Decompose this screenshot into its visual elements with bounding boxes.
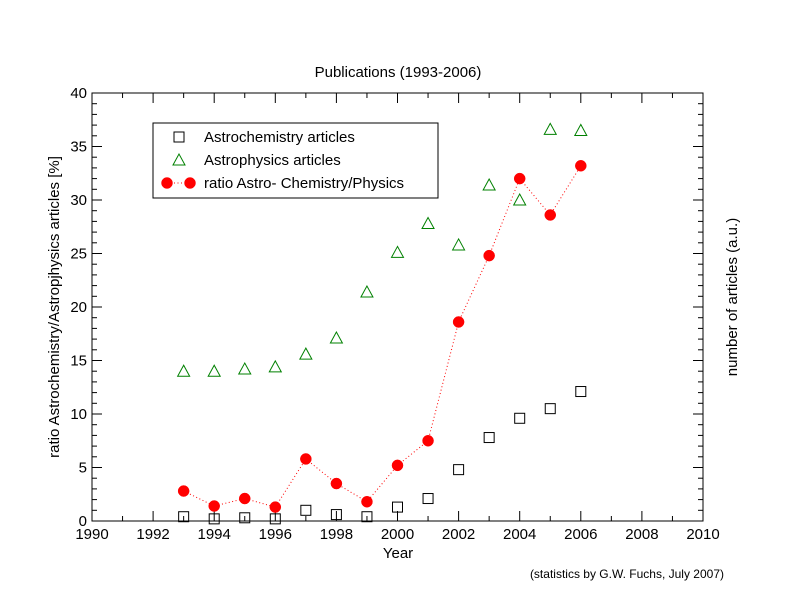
triangle-data-point bbox=[543, 122, 558, 135]
x-axis-ticks: 1990 1992 1994 1996 1998 2000 2002 2004 2006 2008… bbox=[75, 93, 720, 543]
x-axis-label: Year bbox=[383, 545, 413, 562]
square-data-point bbox=[514, 412, 526, 424]
square-data-point bbox=[483, 432, 495, 444]
circle-data-point bbox=[422, 435, 434, 447]
y-axis-label: ratio Astrochemistry/Astropjhysics artic… bbox=[46, 156, 63, 458]
series-circle bbox=[177, 160, 587, 513]
circle-data-point bbox=[483, 249, 495, 262]
y-tick-label: 5 bbox=[79, 460, 87, 477]
x-tick-label: 1996 bbox=[259, 526, 292, 543]
x-tick-label: 2008 bbox=[625, 526, 658, 543]
triangle-data-point bbox=[268, 359, 283, 373]
square-data-point bbox=[239, 512, 251, 524]
credit-annotation: (statistics by G.W. Fuchs, July 2007) bbox=[530, 567, 724, 581]
x-tick-label: 2004 bbox=[503, 526, 536, 543]
x-tick-label: 1994 bbox=[198, 526, 231, 543]
triangle-data-point bbox=[299, 347, 313, 360]
series-square bbox=[178, 386, 587, 525]
legend-label: Astrophysics articles bbox=[204, 152, 341, 169]
legend-items: Astrochemistry articles Astrophysics arti… bbox=[161, 129, 404, 192]
legend-marker bbox=[173, 131, 185, 143]
square-data-point bbox=[361, 511, 373, 523]
square-data-point bbox=[269, 513, 281, 525]
x-tick-label: 1990 bbox=[75, 526, 108, 543]
circle-data-point bbox=[330, 477, 343, 490]
triangle-data-point bbox=[421, 216, 435, 230]
y-tick-label: 40 bbox=[70, 85, 87, 102]
square-data-point bbox=[330, 509, 342, 521]
triangle-data-point bbox=[329, 330, 344, 344]
circle-data-point bbox=[208, 500, 220, 512]
x-tick-label: 2006 bbox=[564, 526, 597, 543]
circle-data-point bbox=[177, 485, 190, 497]
circle-data-point bbox=[391, 459, 404, 472]
x-tick-label: 2010 bbox=[686, 526, 719, 543]
triangle-data-point bbox=[360, 284, 374, 298]
square-data-point bbox=[544, 403, 556, 415]
triangle-data-point bbox=[573, 123, 588, 136]
triangle-data-point bbox=[390, 245, 405, 258]
y-tick-label: 10 bbox=[70, 406, 87, 423]
x-tick-label: 1998 bbox=[320, 526, 353, 543]
circle-data-point bbox=[544, 209, 556, 221]
series-layer bbox=[176, 122, 588, 525]
y-tick-label: 35 bbox=[70, 139, 87, 156]
ratio-series-line bbox=[183, 165, 582, 508]
triangle-data-point bbox=[451, 237, 466, 251]
legend: Astrochemistry articles Astrophysics arti… bbox=[152, 122, 439, 199]
y-axis-ticks: 0 5 10 15 20 25 30 35 40 bbox=[70, 85, 703, 530]
y-tick-label: 20 bbox=[70, 299, 87, 316]
legend-label: Astrochemistry articles bbox=[204, 129, 355, 146]
triangle-data-point bbox=[176, 364, 191, 377]
legend-box bbox=[152, 122, 439, 199]
circle-data-point bbox=[300, 453, 312, 465]
square-data-point bbox=[575, 386, 587, 398]
square-data-point bbox=[178, 511, 190, 523]
y-tick-label: 25 bbox=[70, 246, 87, 263]
triangle-data-point bbox=[237, 362, 252, 375]
square-data-point bbox=[392, 501, 403, 513]
y-tick-label: 30 bbox=[70, 192, 87, 209]
circle-data-point bbox=[361, 495, 373, 508]
x-tick-label: 2002 bbox=[442, 526, 475, 543]
circle-data-point bbox=[269, 501, 282, 513]
triangle-data-point bbox=[207, 364, 222, 377]
triangle-data-point bbox=[482, 177, 496, 191]
y-tick-label: 0 bbox=[79, 513, 87, 530]
y-tick-label: 15 bbox=[70, 353, 87, 370]
circle-data-point bbox=[575, 160, 587, 172]
series-triangle bbox=[176, 122, 588, 377]
square-data-point bbox=[453, 464, 465, 476]
legend-label: ratio Astro- Chemistry/Physics bbox=[204, 175, 404, 192]
x-tick-label: 1992 bbox=[136, 526, 169, 543]
legend-marker bbox=[172, 152, 186, 166]
y2-axis-label: number of articles (a.u.) bbox=[724, 218, 741, 376]
legend-marker bbox=[161, 177, 173, 189]
square-data-point bbox=[208, 513, 220, 525]
x-tick-label: 2000 bbox=[381, 526, 414, 543]
square-data-point bbox=[422, 493, 434, 505]
triangle-data-point bbox=[512, 192, 527, 206]
circle-data-point bbox=[239, 492, 251, 505]
circle-data-point bbox=[513, 172, 526, 185]
square-data-point bbox=[300, 504, 312, 516]
legend-marker bbox=[184, 177, 196, 189]
chart-title: Publications (1993-2006) bbox=[315, 64, 482, 81]
circle-data-point bbox=[452, 316, 465, 328]
